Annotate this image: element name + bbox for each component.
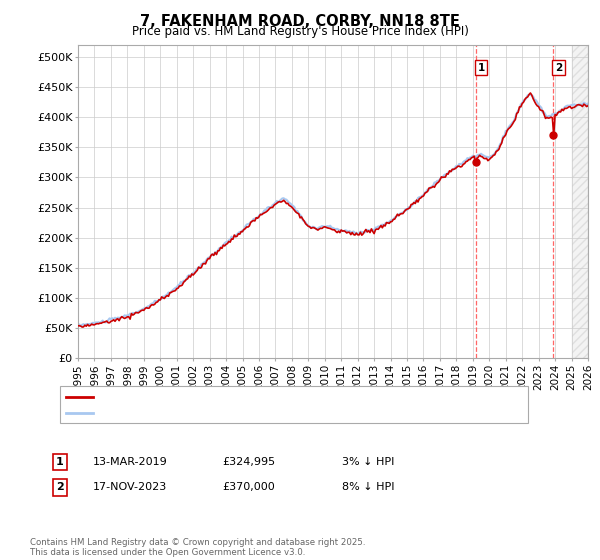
Text: Contains HM Land Registry data © Crown copyright and database right 2025.
This d: Contains HM Land Registry data © Crown c… [30,538,365,557]
Text: 8% ↓ HPI: 8% ↓ HPI [342,482,395,492]
Text: £370,000: £370,000 [222,482,275,492]
Bar [572,45,588,358]
Text: 2: 2 [555,63,562,73]
Text: 13-MAR-2019: 13-MAR-2019 [93,457,168,467]
Text: 17-NOV-2023: 17-NOV-2023 [93,482,167,492]
Text: 3% ↓ HPI: 3% ↓ HPI [342,457,394,467]
Text: 7, FAKENHAM ROAD, CORBY, NN18 8TE (detached house): 7, FAKENHAM ROAD, CORBY, NN18 8TE (detac… [99,391,398,402]
Text: 2: 2 [56,482,64,492]
Text: 7, FAKENHAM ROAD, CORBY, NN18 8TE: 7, FAKENHAM ROAD, CORBY, NN18 8TE [140,14,460,29]
Text: 1: 1 [478,63,485,73]
Text: £324,995: £324,995 [222,457,275,467]
Text: 1: 1 [56,457,64,467]
Text: HPI: Average price, detached house, North Northamptonshire: HPI: Average price, detached house, Nort… [99,408,419,418]
Text: Price paid vs. HM Land Registry's House Price Index (HPI): Price paid vs. HM Land Registry's House … [131,25,469,38]
